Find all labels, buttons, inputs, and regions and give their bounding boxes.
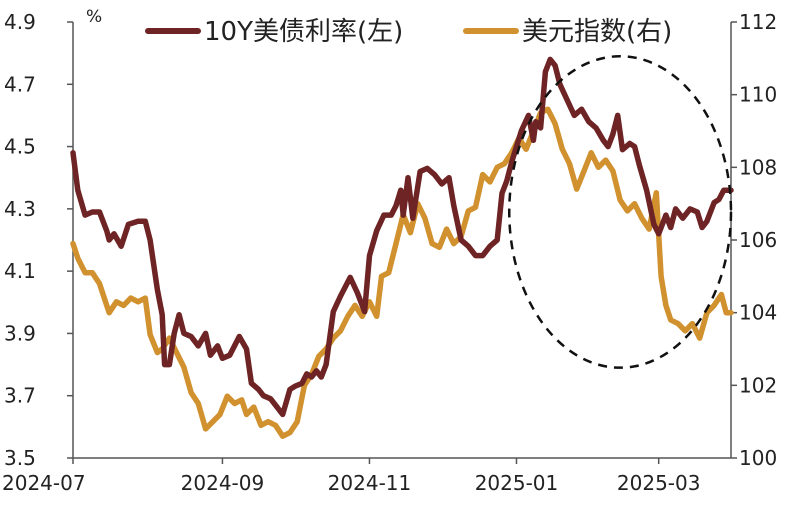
left-axis-tick-label: 3.9 xyxy=(4,321,36,345)
left-axis-tick-label: 4.9 xyxy=(4,10,36,34)
x-axis-tick-label: 2025-01 xyxy=(475,471,559,495)
series-line-1 xyxy=(70,56,734,418)
left-axis-tick-label: 3.5 xyxy=(4,446,36,470)
right-axis-tick-label: 100 xyxy=(739,446,777,470)
right-axis-tick-label: 102 xyxy=(739,373,777,397)
left-axis-tick-label: 4.3 xyxy=(4,197,36,221)
left-axis-unit: % xyxy=(86,7,102,27)
right-axis-tick-label: 104 xyxy=(739,301,777,325)
x-axis-tick-label: 2024-07 xyxy=(2,471,86,495)
left-axis-tick-label: 4.7 xyxy=(4,72,36,96)
x-axis-tick-label: 2025-03 xyxy=(617,471,701,495)
legend-label-series-1: 10Y美债利率(左) xyxy=(204,17,403,47)
right-axis-tick-label: 112 xyxy=(739,10,777,34)
x-axis-tick-label: 2024-09 xyxy=(181,471,265,495)
x-axis-tick-label: 2024-11 xyxy=(328,471,412,495)
left-axis-tick-label: 3.7 xyxy=(4,384,36,408)
highlight-ellipse xyxy=(508,55,733,369)
left-axis-tick-label: 4.1 xyxy=(4,259,36,283)
left-axis-tick-label: 4.5 xyxy=(4,135,36,159)
right-axis-tick-label: 108 xyxy=(739,155,777,179)
legend: 10Y美债利率(左) 美元指数(右) xyxy=(145,17,672,47)
plot-area: 3.5 3.7 3.9 4.1 4.3 4.5 4.7 4.9 100 102 104 106 108 1… xyxy=(2,10,777,495)
series-line-2 xyxy=(70,106,734,439)
right-axis-tick-label: 106 xyxy=(739,228,777,252)
right-axis-tick-label: 110 xyxy=(739,83,777,107)
legend-label-series-2: 美元指数(右) xyxy=(522,17,672,47)
